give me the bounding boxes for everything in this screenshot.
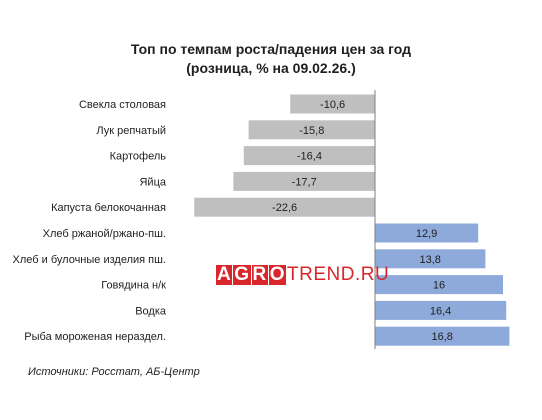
watermark-letter: A (216, 264, 233, 285)
watermark-letter: O (268, 264, 287, 285)
category-label: Водка (135, 305, 167, 317)
watermark-letter: R (251, 264, 268, 285)
chart-title: Топ по темпам роста/падения цен за год (… (0, 40, 542, 78)
data-label: -10,6 (320, 99, 345, 111)
agrotrend-watermark: A G R O TREND.RU (216, 264, 389, 286)
bar (375, 249, 486, 269)
bar (248, 120, 375, 140)
category-label: Свекла столовая (79, 99, 166, 111)
bar (375, 223, 479, 243)
data-label: 16,4 (430, 305, 451, 317)
bar (375, 275, 503, 295)
category-label: Хлеб ржаной/ржано-пш. (43, 228, 166, 240)
bar (375, 300, 507, 320)
data-label: 16 (433, 280, 445, 292)
chart-title-line-2: (розница, % на 09.02.26.) (186, 60, 356, 76)
data-label: 13,8 (419, 254, 440, 266)
data-label: -16,4 (297, 151, 322, 163)
chart-title-line-1: Топ по темпам роста/падения цен за год (130, 41, 412, 57)
watermark-letter: G (233, 264, 251, 285)
bars-layer (194, 94, 510, 346)
category-label: Яйца (139, 176, 166, 188)
watermark-rest: TREND.RU (287, 264, 390, 285)
bar (233, 171, 375, 191)
category-label: Рыба мороженая нераздел. (24, 331, 166, 343)
data-label: 16,8 (431, 331, 452, 343)
data-label: -22,6 (272, 202, 297, 214)
data-label: 12,9 (416, 228, 437, 240)
data-label: -17,7 (292, 176, 317, 188)
category-label: Говядина н/к (101, 280, 166, 292)
data-label: -15,8 (299, 125, 324, 137)
labels-layer: -10,6 Свекла столовая -15,8 Лук репчатый -16… (13, 99, 453, 343)
bar (290, 94, 375, 114)
category-label: Картофель (110, 151, 167, 163)
bar (194, 197, 375, 217)
bar (243, 146, 375, 166)
category-label: Хлеб и булочные изделия пш. (13, 254, 166, 266)
category-label: Лук репчатый (96, 125, 166, 137)
category-label: Капуста белокочанная (51, 202, 166, 214)
source-note: Источники: Росстат, АБ-Центр (28, 366, 200, 378)
bar (375, 326, 510, 346)
